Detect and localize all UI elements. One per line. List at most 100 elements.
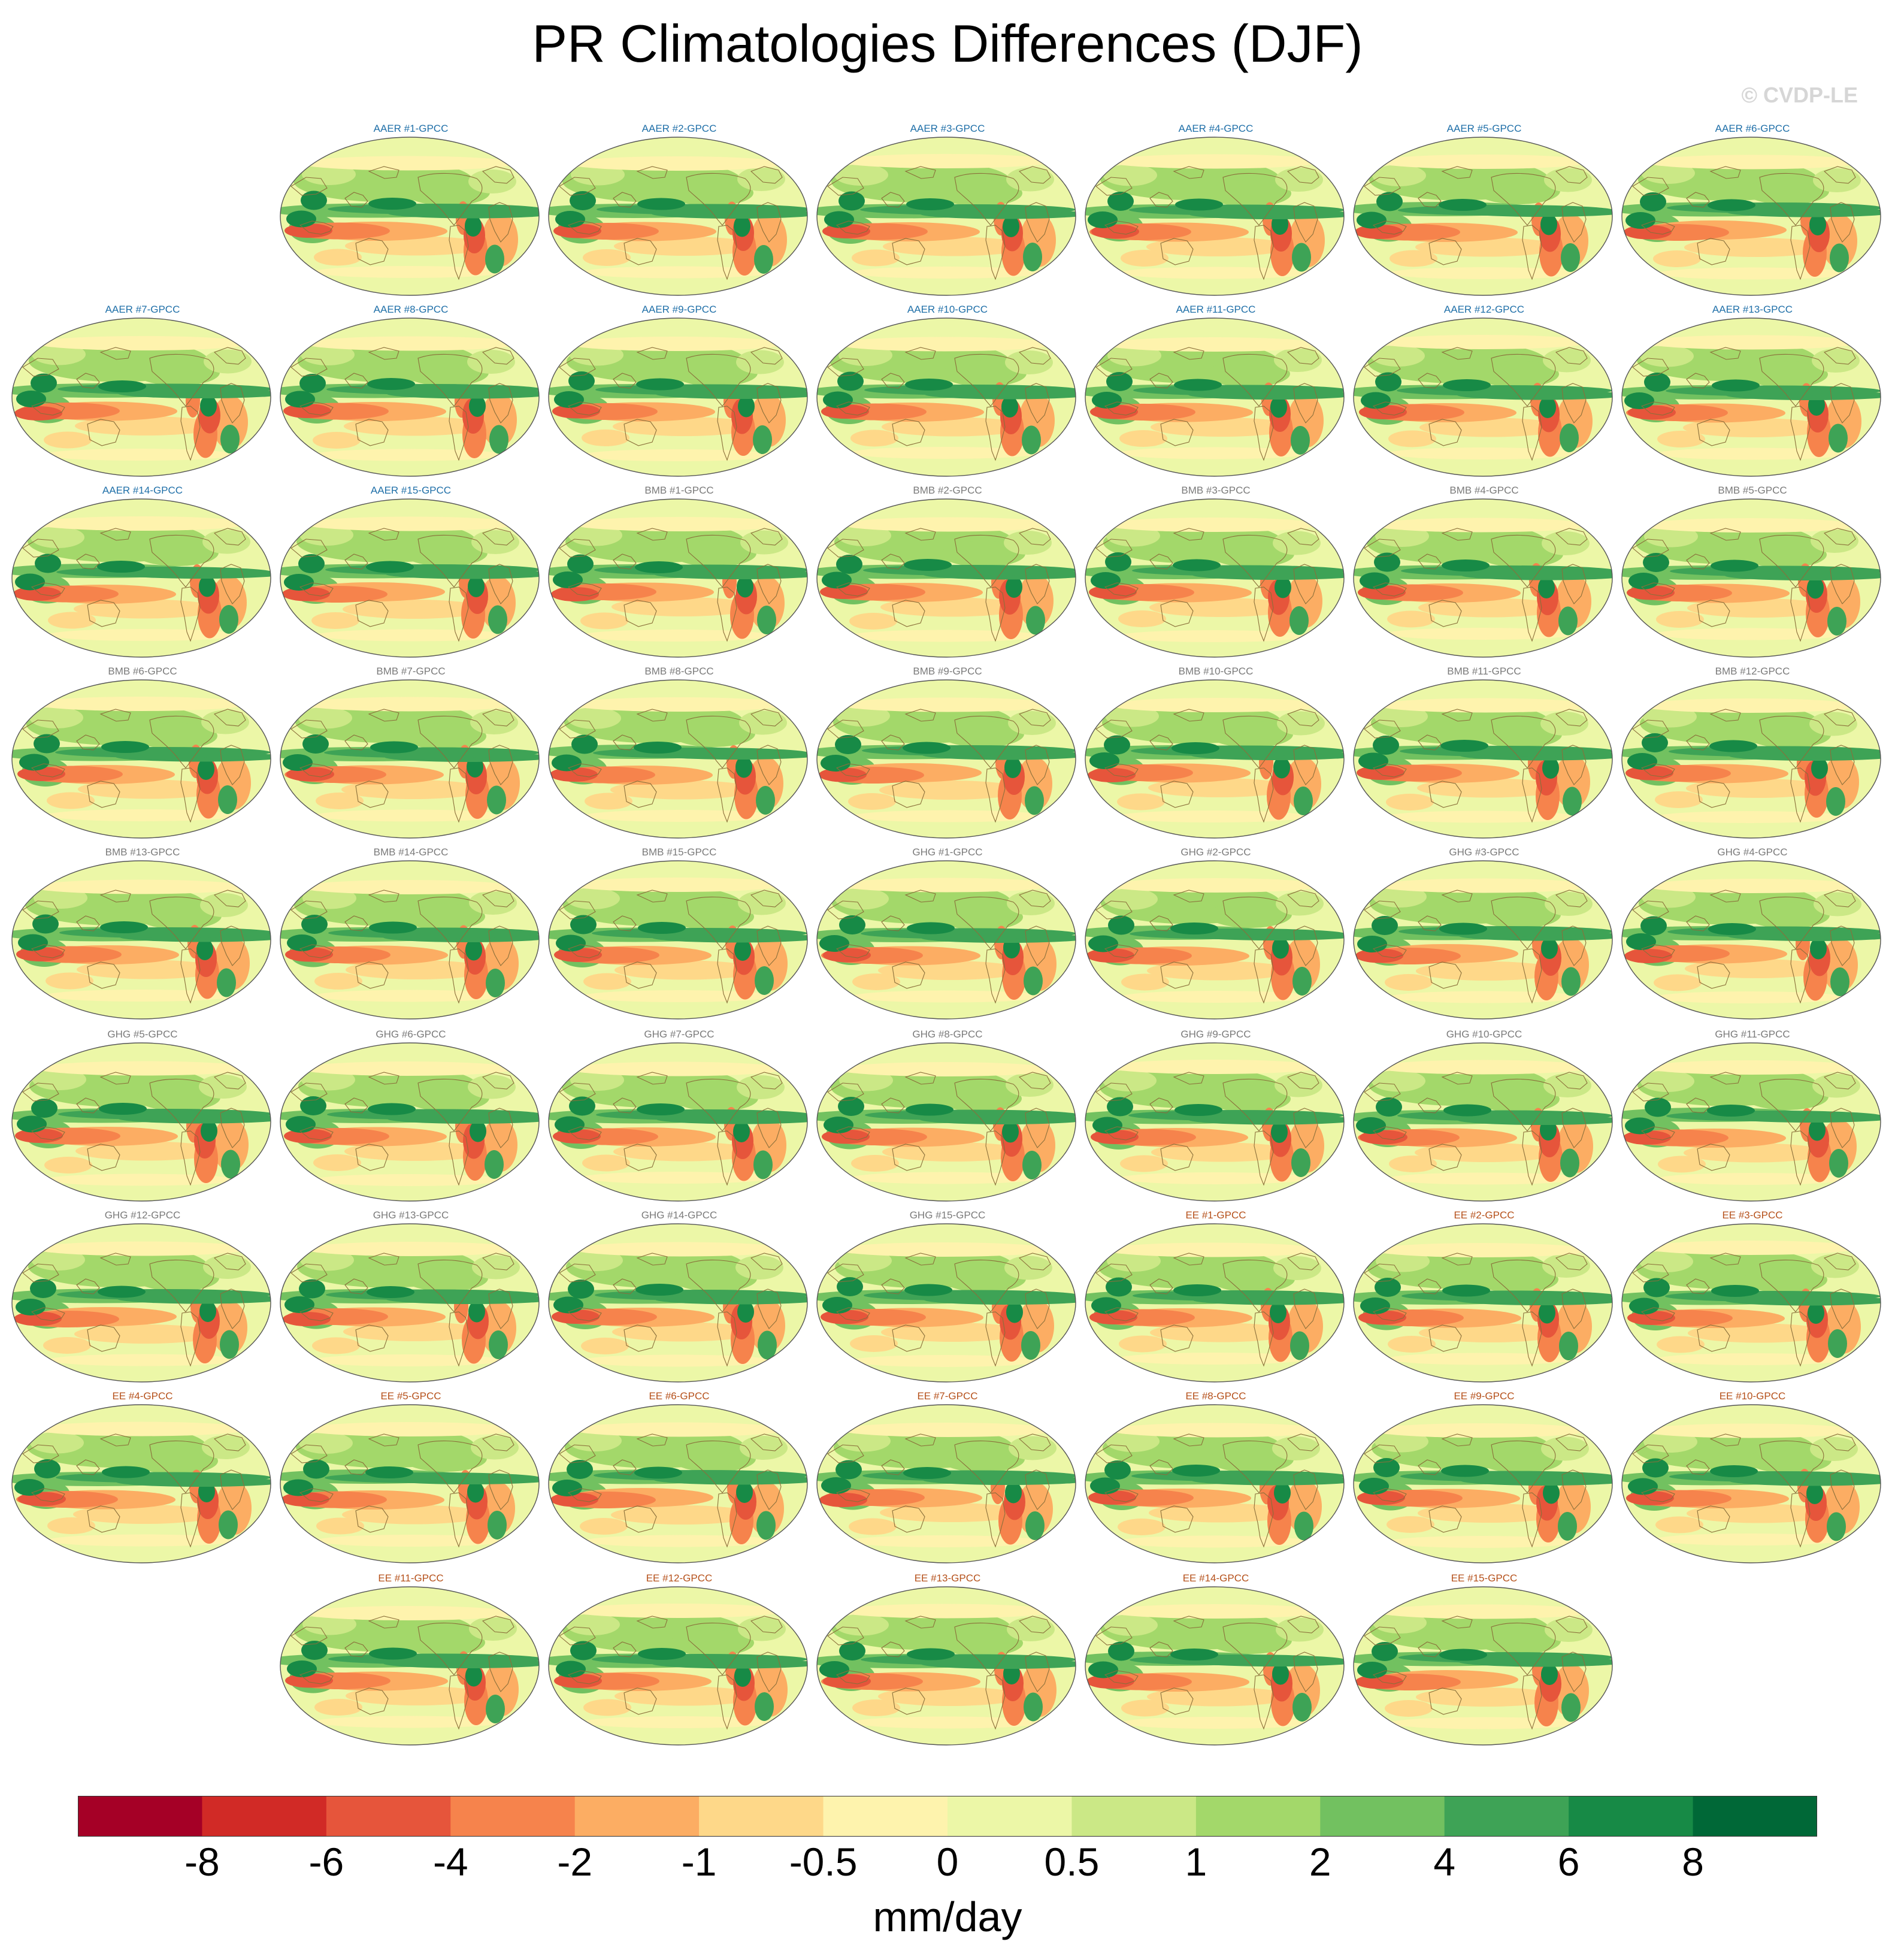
map-panel-title: GHG #12-GPCC: [104, 1209, 181, 1221]
map-plot: [1353, 498, 1613, 658]
map-plot: [816, 1223, 1076, 1383]
map-panel-title: EE #13-GPCC: [914, 1572, 981, 1584]
chart-title: PR Climatologies Differences (DJF): [532, 14, 1363, 73]
map-panel: BMB #6-GPCC: [11, 665, 274, 845]
map-plot: [1085, 860, 1345, 1020]
map-panel: BMB #7-GPCC: [279, 665, 543, 845]
map-plot: [1621, 317, 1881, 477]
map-panel-title: BMB #7-GPCC: [376, 666, 446, 677]
map-panel: EE #7-GPCC: [816, 1390, 1079, 1569]
map-panel: GHG #3-GPCC: [1352, 846, 1616, 1026]
map-panel: AAER #13-GPCC: [1621, 303, 1884, 483]
map-panel-title: BMB #8-GPCC: [644, 666, 714, 677]
map-panel-title: BMB #12-GPCC: [1715, 666, 1790, 677]
map-panel: BMB #2-GPCC: [816, 484, 1079, 664]
map-panel-title: GHG #10-GPCC: [1446, 1029, 1522, 1040]
map-panel-title: EE #1-GPCC: [1185, 1209, 1246, 1221]
map-plot: [1085, 1404, 1345, 1563]
colorbar-tick-labels: -8 -6 -4 -2 -1 -0.5 0 0.5 1 2 4 6 8: [0, 1839, 1895, 1887]
map-panel-title: EE #4-GPCC: [112, 1390, 173, 1402]
map-panel: AAER #2-GPCC: [547, 122, 811, 302]
colorbar-tick-label: 6: [1557, 1840, 1580, 1884]
map-plot: [1621, 1223, 1881, 1383]
colorbar-tick-label: -1: [681, 1840, 717, 1884]
map-panel: EE #9-GPCC: [1352, 1390, 1616, 1569]
map-plot: [280, 1404, 540, 1563]
map-plot: [280, 860, 540, 1020]
map-plot: [1621, 498, 1881, 658]
map-panel-title: GHG #15-GPCC: [909, 1209, 986, 1221]
map-plot: [548, 679, 808, 839]
map-panel: BMB #10-GPCC: [1084, 665, 1348, 845]
map-plot: [548, 137, 808, 296]
map-panel-title: BMB #6-GPCC: [108, 666, 177, 677]
colorbar-tick-label: 0: [936, 1840, 959, 1884]
map-plot: [1621, 860, 1881, 1020]
map-panel: EE #14-GPCC: [1084, 1572, 1348, 1752]
map-plot: [11, 498, 271, 658]
map-panel-title: EE #5-GPCC: [380, 1390, 441, 1402]
map-panel-title: BMB #9-GPCC: [913, 666, 982, 677]
map-panel-title: EE #7-GPCC: [917, 1390, 978, 1402]
map-panel-title: BMB #14-GPCC: [373, 846, 449, 858]
map-plot: [816, 137, 1076, 296]
map-panel: GHG #8-GPCC: [816, 1028, 1079, 1208]
map-plot: [280, 498, 540, 658]
map-plot: [1353, 1042, 1613, 1202]
colorbar-swatch: [1071, 1796, 1197, 1837]
map-panel: GHG #7-GPCC: [547, 1028, 811, 1208]
map-panel-title: AAER #12-GPCC: [1443, 304, 1525, 315]
map-panel-title: EE #15-GPCC: [1451, 1572, 1518, 1584]
map-panel: GHG #13-GPCC: [279, 1209, 543, 1389]
map-plot: [11, 679, 271, 839]
map-panel-title: GHG #4-GPCC: [1717, 846, 1788, 858]
map-panel: GHG #6-GPCC: [279, 1028, 543, 1208]
colorbar-swatch: [1444, 1796, 1569, 1837]
map-panel-title: EE #2-GPCC: [1454, 1209, 1515, 1221]
map-panel: EE #10-GPCC: [1621, 1390, 1884, 1569]
map-panel: AAER #15-GPCC: [279, 484, 543, 664]
map-panel-title: AAER #8-GPCC: [373, 304, 449, 315]
colorbar-swatch: [699, 1796, 824, 1837]
map-plot: [1621, 1404, 1881, 1563]
map-plot: [1621, 679, 1881, 839]
map-panel-title: AAER #6-GPCC: [1715, 123, 1790, 134]
map-panel: BMB #8-GPCC: [547, 665, 811, 845]
map-plot: [1085, 137, 1345, 296]
map-panel: BMB #14-GPCC: [279, 846, 543, 1026]
map-plot: [548, 1223, 808, 1383]
map-plot: [1621, 1042, 1881, 1202]
colorbar-swatch: [1693, 1796, 1817, 1837]
map-plot: [11, 860, 271, 1020]
map-panel: AAER #4-GPCC: [1084, 122, 1348, 302]
map-plot: [1353, 860, 1613, 1020]
map-panel: AAER #7-GPCC: [11, 303, 274, 483]
map-panel-title: BMB #3-GPCC: [1181, 485, 1251, 496]
map-panel-title: AAER #3-GPCC: [910, 123, 985, 134]
map-plot: [280, 679, 540, 839]
map-panel: AAER #3-GPCC: [816, 122, 1079, 302]
map-panel-title: AAER #11-GPCC: [1176, 304, 1256, 315]
map-panel-title: EE #12-GPCC: [646, 1572, 713, 1584]
map-plot: [1085, 317, 1345, 477]
map-panel-title: BMB #1-GPCC: [644, 485, 714, 496]
colorbar-swatch: [326, 1796, 451, 1837]
map-plot: [1353, 679, 1613, 839]
map-plot: [1085, 1042, 1345, 1202]
map-panel: EE #13-GPCC: [816, 1572, 1079, 1752]
map-plot: [816, 860, 1076, 1020]
map-plot: [548, 317, 808, 477]
map-panel-title: BMB #4-GPCC: [1449, 485, 1519, 496]
map-plot: [280, 137, 540, 296]
map-panel: BMB #1-GPCC: [547, 484, 811, 664]
map-panel-title: EE #9-GPCC: [1454, 1390, 1515, 1402]
map-plot: [548, 1042, 808, 1202]
map-panel-title: GHG #14-GPCC: [641, 1209, 718, 1221]
map-panel: AAER #5-GPCC: [1352, 122, 1616, 302]
colorbar-tick-label: -0.5: [789, 1840, 858, 1884]
map-panel-title: BMB #5-GPCC: [1718, 485, 1787, 496]
map-panel: AAER #12-GPCC: [1352, 303, 1616, 483]
map-panel-title: GHG #8-GPCC: [912, 1029, 983, 1040]
map-panel-title: EE #10-GPCC: [1719, 1390, 1786, 1402]
map-plot: [11, 317, 271, 477]
